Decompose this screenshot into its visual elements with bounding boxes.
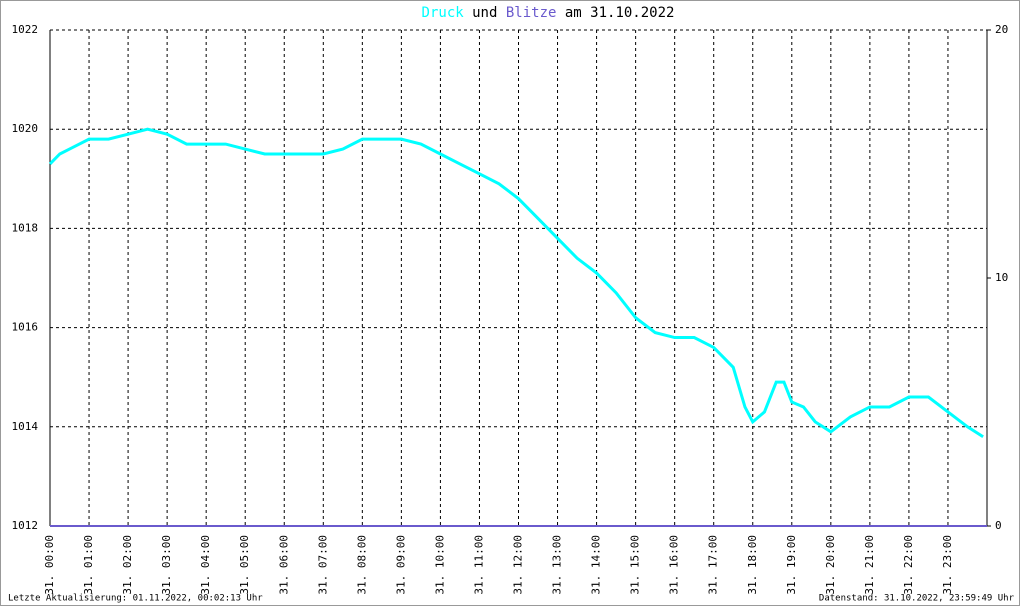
x-tick-label: 31. 02:00 (121, 535, 134, 595)
series-line (48, 127, 984, 438)
x-tick-label: 31. 23:00 (941, 535, 954, 595)
x-tick-label: 31. 13:00 (551, 535, 564, 595)
x-tick-label: 31. 11:00 (472, 535, 485, 595)
y2-tick-label: 10 (995, 271, 1008, 284)
x-tick-label: 31. 10:00 (433, 535, 446, 595)
title-series: Druck (422, 5, 465, 21)
x-tick-label: 31. 22:00 (902, 535, 915, 595)
x-tick-label: 31. 00:00 (43, 535, 56, 595)
x-tick-label: 31. 09:00 (394, 535, 407, 595)
x-tick-label: 31. 19:00 (785, 535, 798, 595)
x-tick-label: 31. 18:00 (746, 535, 759, 595)
y-tick-label: 1022 (12, 23, 39, 36)
y-tick-label: 1020 (12, 122, 39, 135)
x-tick-label: 31. 04:00 (199, 535, 212, 595)
title-connector: und (472, 5, 497, 21)
y-tick-label: 1016 (12, 321, 39, 334)
x-tick-label: 31. 14:00 (590, 535, 603, 595)
title-date: am 31.10.2022 (565, 5, 675, 21)
y2-tick-label: 0 (995, 519, 1002, 532)
chart-title: Druck und Blitze am 31.10.2022 (422, 5, 675, 21)
footer-right: Datenstand: 31.10.2022, 23:59:49 Uhr (819, 594, 1015, 604)
x-tick-label: 31. 20:00 (824, 535, 837, 595)
x-tick-label: 31. 16:00 (668, 535, 681, 595)
x-tick-label: 31. 05:00 (238, 535, 251, 595)
x-tick-label: 31. 03:00 (160, 535, 173, 595)
footer-left: Letzte Aktualisierung: 01.11.2022, 00:02… (8, 594, 263, 604)
x-tick-label: 31. 12:00 (512, 535, 525, 595)
x-tick-label: 31. 21:00 (863, 535, 876, 595)
y-tick-label: 1018 (12, 221, 39, 234)
y-tick-label: 1014 (12, 420, 39, 433)
title-series: Blitze (506, 5, 557, 21)
x-tick-label: 31. 07:00 (316, 535, 329, 595)
x-tick-label: 31. 17:00 (707, 535, 720, 595)
y2-tick-label: 20 (995, 23, 1008, 36)
x-tick-label: 31. 08:00 (355, 535, 368, 595)
x-tick-label: 31. 01:00 (82, 535, 95, 595)
x-tick-label: 31. 06:00 (277, 535, 290, 595)
x-tick-label: 31. 15:00 (629, 535, 642, 595)
y-tick-label: 1012 (12, 519, 39, 532)
